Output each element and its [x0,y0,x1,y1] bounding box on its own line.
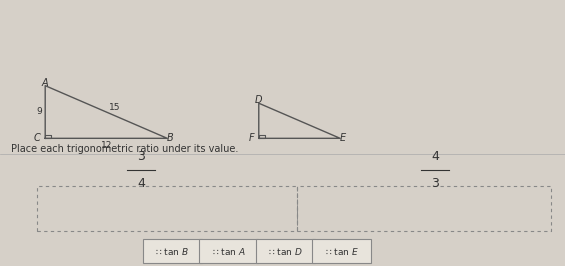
FancyBboxPatch shape [255,239,315,263]
Text: B: B [167,133,173,143]
Text: F: F [249,133,254,143]
Text: 9: 9 [36,107,42,117]
Text: C: C [34,133,41,143]
FancyBboxPatch shape [199,239,259,263]
Text: 4: 4 [431,151,439,163]
FancyBboxPatch shape [312,239,372,263]
Text: 3: 3 [431,177,439,190]
Text: 3: 3 [137,151,145,163]
Text: Place each trigonometric ratio under its value.: Place each trigonometric ratio under its… [11,144,238,154]
Text: A: A [42,78,49,88]
Text: ∷ tan $\it{A}$: ∷ tan $\it{A}$ [212,246,246,257]
Text: E: E [340,133,346,143]
Text: ∷ tan $\it{D}$: ∷ tan $\it{D}$ [268,246,303,257]
Text: 15: 15 [108,103,120,113]
Text: 4: 4 [137,177,145,190]
Text: 12: 12 [101,141,112,150]
Text: ∷ tan $\it{B}$: ∷ tan $\it{B}$ [155,246,189,257]
Text: D: D [255,95,263,105]
FancyBboxPatch shape [142,239,202,263]
Text: ∷ tan $\it{E}$: ∷ tan $\it{E}$ [325,246,359,257]
